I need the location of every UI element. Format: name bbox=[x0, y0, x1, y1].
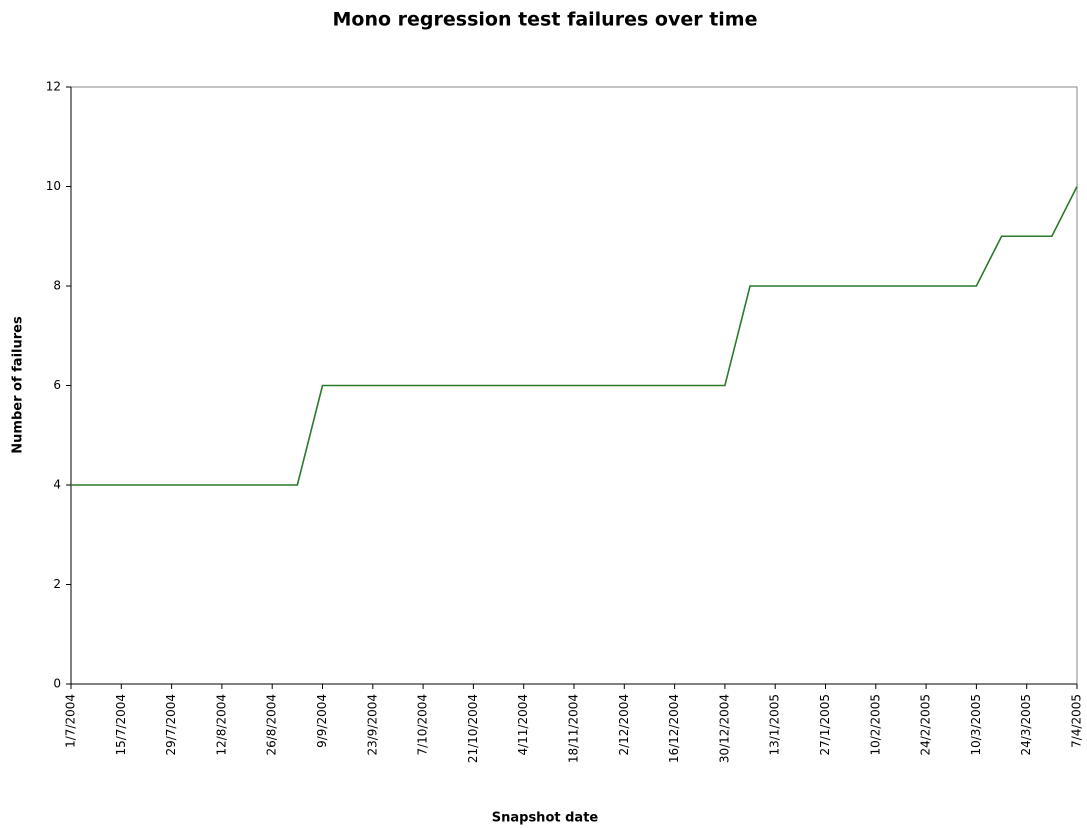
y-axis-label: Number of failures bbox=[11, 316, 26, 454]
x-tick-label: 7/4/2005 bbox=[1070, 694, 1084, 748]
x-tick-label: 10/2/2005 bbox=[868, 694, 882, 756]
x-tick-label: 18/11/2004 bbox=[567, 694, 581, 763]
x-tick-label: 29/7/2004 bbox=[164, 694, 178, 756]
x-tick-label: 24/2/2005 bbox=[919, 694, 933, 756]
x-tick-label: 15/7/2004 bbox=[114, 694, 128, 756]
y-tick-label: 12 bbox=[46, 80, 61, 94]
x-tick-label: 12/8/2004 bbox=[214, 694, 228, 756]
x-tick-label: 2/12/2004 bbox=[617, 694, 631, 756]
x-tick-label: 16/12/2004 bbox=[667, 694, 681, 763]
x-tick-label: 9/9/2004 bbox=[315, 694, 329, 748]
chart-title: Mono regression test failures over time bbox=[333, 9, 758, 31]
x-tick-label: 13/1/2005 bbox=[768, 694, 782, 756]
x-tick-label: 10/3/2005 bbox=[969, 694, 983, 756]
x-tick-label: 4/11/2004 bbox=[516, 694, 530, 756]
x-tick-label: 24/3/2005 bbox=[1019, 694, 1033, 756]
x-tick-label: 7/10/2004 bbox=[416, 694, 430, 756]
y-tick-label: 2 bbox=[53, 577, 61, 591]
y-tick-label: 8 bbox=[53, 279, 61, 293]
y-tick-label: 0 bbox=[53, 677, 61, 691]
y-tick-label: 10 bbox=[46, 179, 61, 193]
x-tick-label: 27/1/2005 bbox=[818, 694, 832, 756]
x-tick-label: 26/8/2004 bbox=[265, 694, 279, 756]
x-tick-label: 21/10/2004 bbox=[466, 694, 480, 763]
x-axis-label: Snapshot date bbox=[492, 811, 599, 826]
y-tick-label: 6 bbox=[53, 378, 61, 392]
x-tick-label: 30/12/2004 bbox=[717, 694, 731, 763]
x-tick-label: 23/9/2004 bbox=[365, 694, 379, 756]
data-line bbox=[71, 186, 1078, 486]
x-tick-label: 1/7/2004 bbox=[64, 694, 78, 748]
y-tick-label: 4 bbox=[53, 478, 61, 492]
